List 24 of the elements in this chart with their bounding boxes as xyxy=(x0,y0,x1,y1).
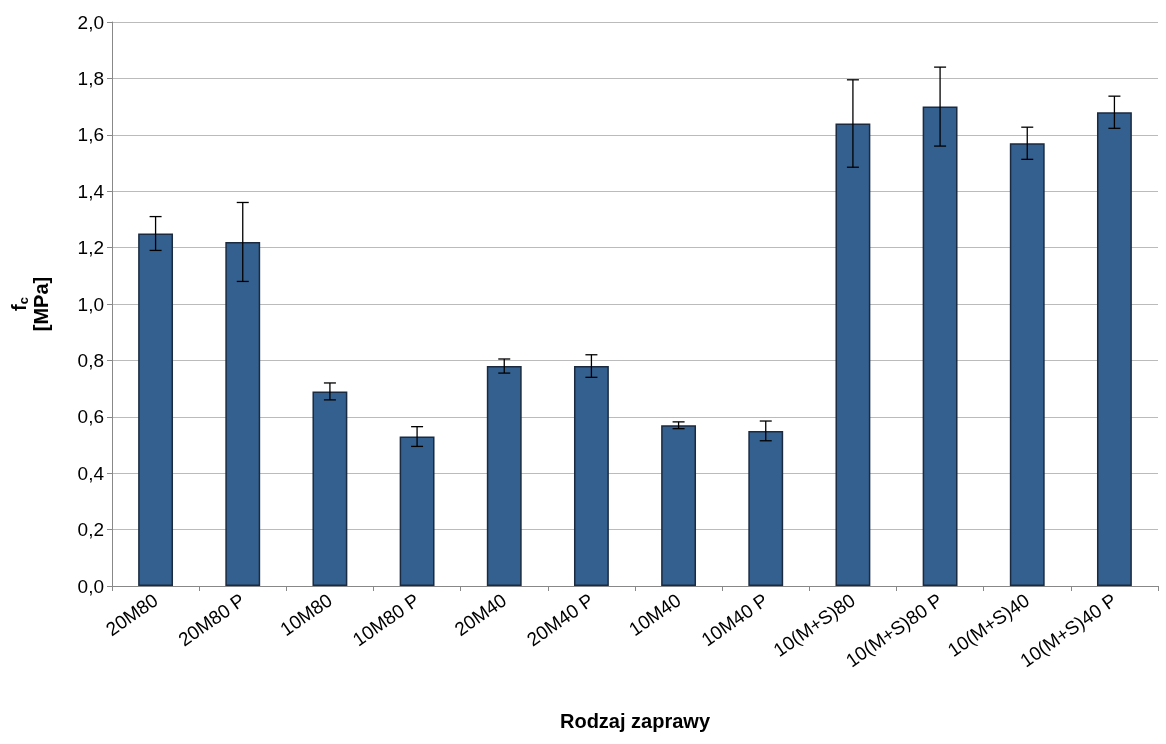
bar xyxy=(486,366,522,586)
y-tick-label: 2,0 xyxy=(77,11,104,33)
y-tick-label: 1,0 xyxy=(77,293,104,315)
bar xyxy=(573,366,609,586)
y-tick-label: 0,6 xyxy=(77,406,104,428)
y-tick-label: 1,6 xyxy=(77,124,104,146)
y-tick-label: 0,4 xyxy=(77,462,105,484)
bar xyxy=(748,430,784,586)
bar xyxy=(1096,112,1132,586)
bar xyxy=(138,233,174,586)
y-tick-label: 0,0 xyxy=(77,575,104,597)
bar xyxy=(922,106,958,586)
bar xyxy=(312,391,348,586)
bar xyxy=(225,241,261,586)
y-tick-label: 0,2 xyxy=(77,519,104,541)
bar xyxy=(1009,143,1045,586)
y-tick-label: 1,2 xyxy=(77,237,104,259)
y-tick-label: 0,8 xyxy=(77,349,104,371)
bar xyxy=(835,123,871,586)
y-tick-label: 1,4 xyxy=(77,180,105,202)
x-axis-title: Rodzaj zaprawy xyxy=(559,710,711,732)
bar xyxy=(661,425,697,586)
y-tick-label: 1,8 xyxy=(77,67,104,89)
bar xyxy=(399,436,435,586)
